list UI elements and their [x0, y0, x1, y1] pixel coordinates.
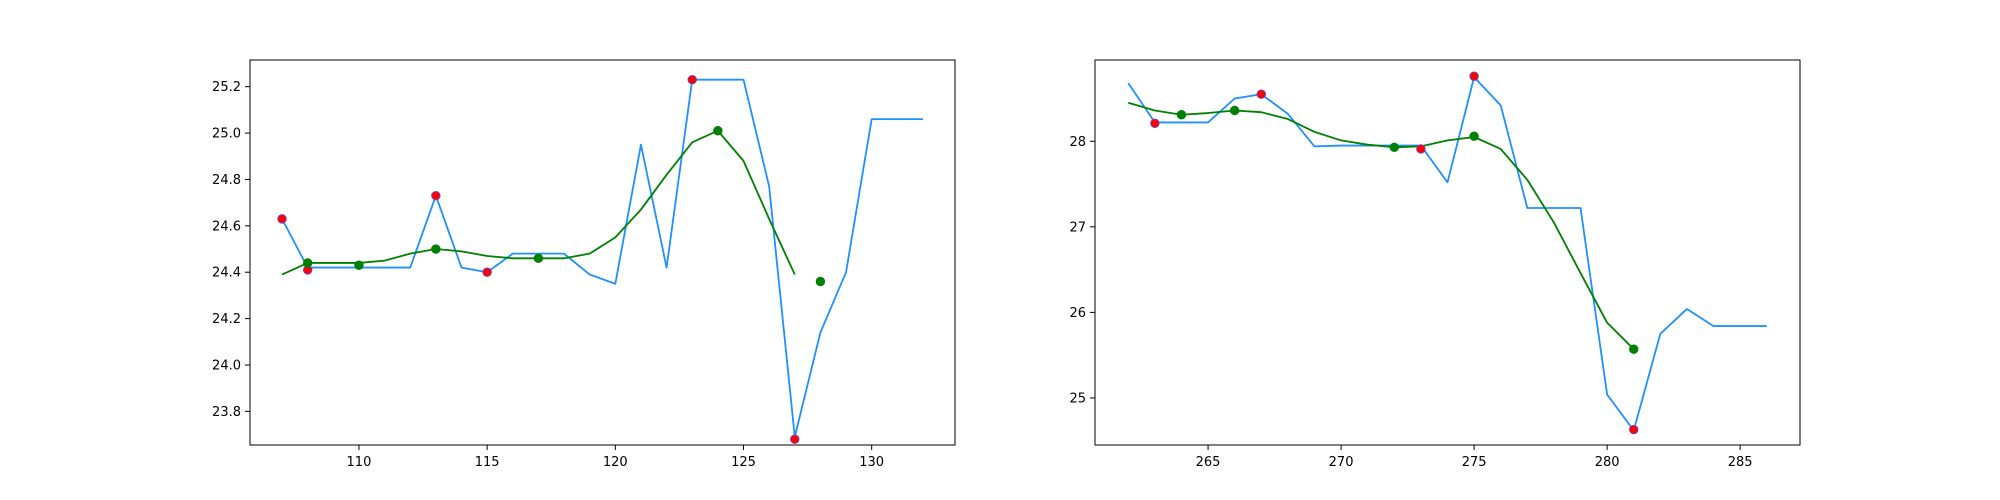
red-extremum-point: [1469, 71, 1479, 81]
red-extremum-point: [790, 434, 800, 444]
x-tick-label: 285: [1728, 455, 1753, 470]
x-tick-label: 115: [475, 455, 500, 470]
red-extremum-point: [1150, 118, 1160, 129]
y-tick-label: 23.8: [212, 405, 241, 420]
x-tick-label: 265: [1196, 455, 1221, 470]
series-line-smoothed: [1127, 101, 1635, 350]
green-point: [431, 244, 441, 254]
y-tick-label: 28: [1069, 135, 1086, 150]
y-tick-label: 24.8: [212, 173, 241, 188]
left-chart-panel: 110 115 120 125 130 23.8 24.0 24.2 24.4 24.6 24.8 2…: [212, 59, 956, 470]
green-point: [1469, 131, 1479, 141]
y-tick-label: 24.6: [212, 219, 241, 234]
x-tick-label: 280: [1595, 455, 1620, 470]
red-extremum-point: [1256, 89, 1266, 99]
red-extremum-point: [687, 75, 697, 85]
red-extremum-point: [1416, 144, 1426, 154]
y-tick-label: 25.2: [212, 80, 241, 95]
y-tick-label: 26: [1069, 306, 1086, 321]
axes-frame: [1094, 59, 1801, 446]
green-point: [713, 126, 723, 136]
x-tick-label: 125: [731, 455, 756, 470]
x-tick-label: 120: [603, 455, 628, 470]
green-point: [1389, 142, 1399, 152]
green-point: [815, 276, 826, 287]
red-extremum-point: [431, 190, 441, 201]
y-tick-label: 24.0: [212, 358, 241, 373]
y-tick-label: 25.0: [212, 127, 241, 142]
green-point: [1176, 110, 1187, 120]
green-point: [1229, 105, 1240, 116]
red-extremum-point: [482, 267, 492, 277]
red-extremum-point: [1629, 424, 1639, 435]
series-line-raw: [281, 78, 923, 438]
y-tick-label: 25: [1069, 391, 1086, 406]
y-tick-label: 24.2: [212, 312, 241, 327]
green-point: [302, 258, 313, 268]
series-line-raw: [1127, 76, 1767, 432]
y-tick-label: 24.4: [212, 266, 241, 281]
right-chart-panel: 265 270 275 280 285 25 26 27 28: [1069, 59, 1801, 470]
green-point: [354, 260, 364, 270]
axes-frame: [249, 59, 956, 446]
x-tick-label: 275: [1462, 455, 1487, 470]
y-tick-label: 27: [1069, 220, 1086, 235]
green-point: [533, 253, 544, 263]
green-point: [1629, 344, 1639, 354]
red-extremum-point: [277, 214, 287, 224]
x-tick-label: 110: [347, 455, 372, 470]
x-tick-label: 130: [859, 455, 884, 470]
x-tick-label: 270: [1329, 455, 1354, 470]
